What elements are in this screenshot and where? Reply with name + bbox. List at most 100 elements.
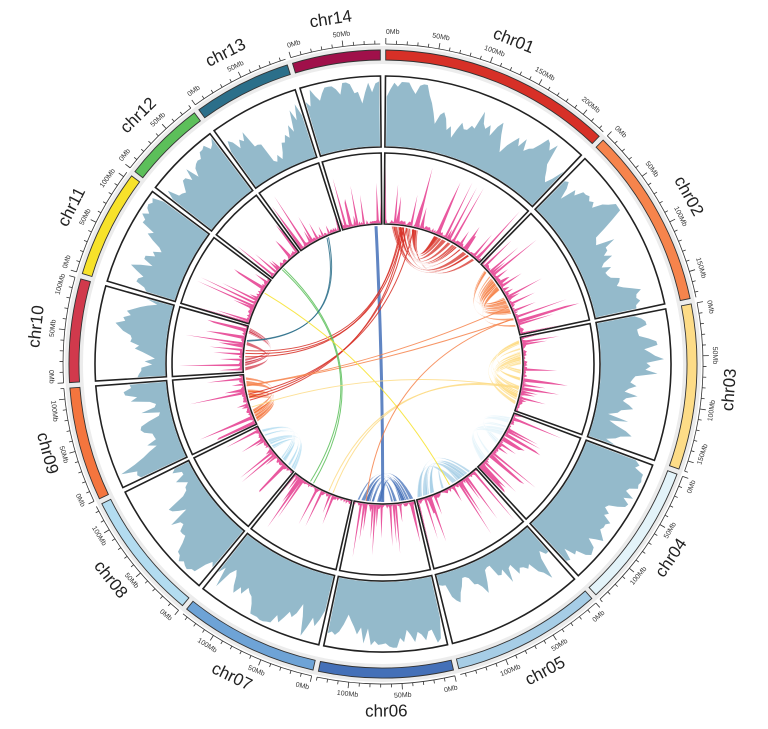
minor-tick	[469, 52, 472, 57]
link-ribbon-chr05	[422, 462, 464, 497]
minor-tick	[316, 677, 318, 681]
minor-tick	[193, 623, 197, 627]
minor-tick	[635, 559, 640, 563]
tick-label: 0Mb	[118, 148, 132, 163]
minor-tick	[76, 260, 80, 263]
minor-tick	[130, 564, 135, 568]
minor-tick	[64, 307, 68, 309]
minor-tick	[249, 655, 252, 659]
link-ribbon-chr06	[371, 476, 410, 502]
major-tick	[552, 634, 557, 641]
minor-tick	[664, 210, 669, 213]
density-area-chr12	[167, 137, 252, 230]
tick-axis-chr07	[182, 613, 312, 677]
minor-tick	[635, 165, 639, 168]
major-tick	[135, 572, 141, 578]
minor-tick	[698, 419, 702, 421]
minor-tick	[591, 118, 595, 122]
tick-axis-chr09	[63, 388, 95, 502]
spike-area-chr12	[236, 224, 298, 277]
density-area-chr08	[168, 462, 243, 572]
minor-tick	[587, 609, 591, 613]
density-area-chr06	[327, 576, 441, 648]
spike-track-panel-chr12	[215, 194, 301, 280]
tick-label: 100Mb	[99, 168, 117, 190]
major-tick	[237, 71, 242, 78]
link-ribbon-chr08	[264, 430, 293, 459]
minor-tick	[678, 485, 683, 488]
chromosome-label-chr14: chr14	[308, 6, 353, 31]
link-ribbon-chr10	[244, 341, 269, 372]
minor-tick	[171, 118, 175, 122]
ideogram-band-chr07	[186, 600, 316, 671]
ideogram-band-chr11	[81, 175, 141, 278]
major-tick	[69, 451, 76, 454]
tick-label: 0Mb	[47, 370, 55, 384]
minor-tick	[144, 580, 148, 584]
minor-tick	[475, 670, 478, 674]
link-ribbon-chr01	[406, 227, 462, 267]
minor-tick	[509, 67, 513, 71]
major-tick	[103, 529, 110, 534]
minor-tick	[561, 628, 565, 633]
tick-label: 100Mb	[196, 637, 218, 654]
chromosome-label-chr10: chr10	[24, 304, 47, 348]
data-tracks	[94, 75, 672, 653]
minor-tick	[682, 249, 686, 252]
link-ribbon-chr09	[248, 393, 273, 418]
major-tick	[687, 460, 694, 464]
ideogram-band-chr10	[68, 278, 91, 384]
link-line-chr12-chr07	[283, 268, 343, 484]
link-line-chr02-chr06	[365, 318, 514, 502]
tick-label: 0Mb	[386, 29, 400, 36]
minor-tick	[485, 666, 488, 671]
minor-tick	[108, 192, 112, 195]
link-line-chr11-chr05	[264, 292, 450, 486]
minor-tick	[331, 44, 333, 49]
minor-tick	[599, 125, 603, 129]
density-area-chr05	[436, 527, 553, 603]
minor-tick	[269, 663, 272, 668]
minor-tick	[268, 61, 271, 65]
major-tick	[70, 269, 77, 273]
density-area-chr13	[227, 104, 316, 187]
spike-area-chr13	[271, 196, 340, 250]
minor-tick	[83, 240, 88, 243]
link-line-chr14-chr06	[374, 226, 385, 503]
minor-tick	[220, 640, 223, 645]
tick-label: 100Mb	[55, 273, 68, 296]
ideogram-band-chr03	[668, 303, 698, 470]
spike-track-panel-chr03	[513, 322, 595, 436]
minor-tick	[543, 640, 547, 644]
major-tick	[454, 675, 457, 682]
minor-tick	[495, 663, 498, 667]
density-area-chr01	[386, 82, 564, 206]
ideogram-band-chr13	[198, 64, 291, 119]
ideogram-band-chr01	[385, 49, 600, 145]
spike-area-chr06	[352, 501, 421, 558]
minor-tick	[692, 280, 696, 283]
major-tick	[58, 328, 65, 331]
minor-tick	[621, 148, 625, 152]
minor-tick	[685, 259, 690, 262]
spike-area-chr14	[332, 178, 381, 229]
minor-tick	[179, 111, 183, 115]
link-ribbon-chr06	[368, 479, 394, 503]
ideogram-band-chr12	[134, 112, 202, 179]
tick-label: 100Mb	[90, 525, 107, 547]
chromosome-label-chr05: chr05	[522, 653, 568, 690]
link-ribbon-chr01	[405, 227, 458, 265]
minor-tick	[664, 514, 669, 518]
tick-label: 150Mb	[694, 257, 707, 280]
spike-track-panel-chr11	[179, 236, 273, 325]
chromosome-label-chr09: chr09	[33, 430, 62, 476]
minor-tick	[684, 470, 688, 473]
link-line-chr02-chr09	[246, 318, 514, 387]
link-ribbon-chr09	[245, 376, 274, 413]
minor-tick	[111, 538, 116, 542]
minor-tick	[133, 157, 138, 160]
link-ribbon-chr01	[411, 228, 440, 255]
tick-axis-chr14	[290, 43, 381, 58]
tick-label: 0Mb	[286, 39, 301, 50]
minor-tick	[229, 78, 232, 83]
